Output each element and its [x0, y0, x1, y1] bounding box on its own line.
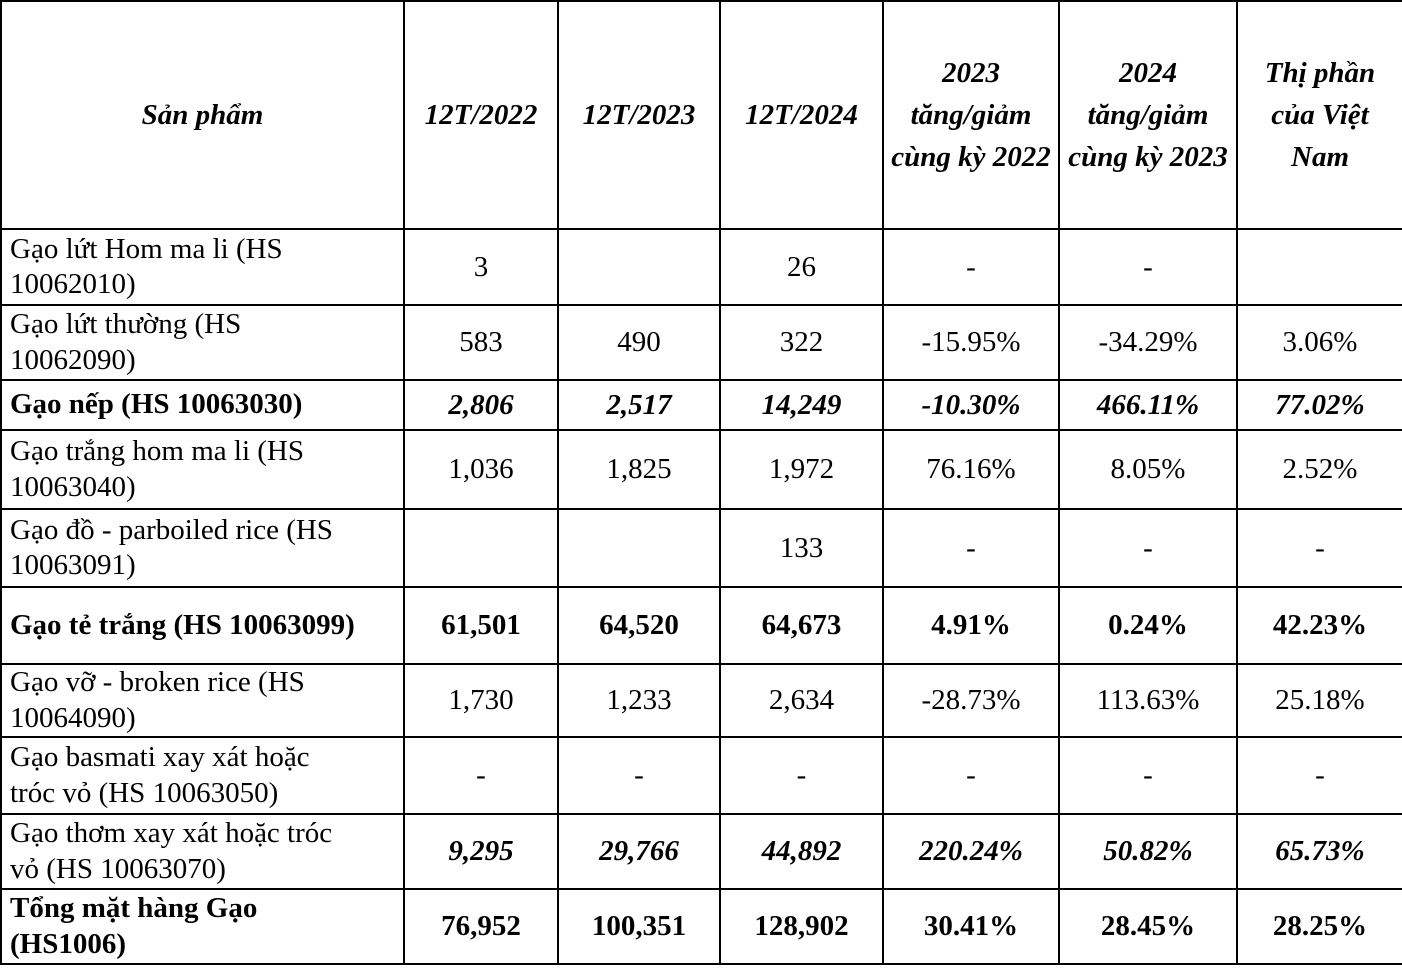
value-cell: 14,249 — [719, 379, 884, 431]
value-cell: 28.25% — [1236, 888, 1402, 965]
table-row: Gạo lứt Hom ma li (HS 10062010) 3 26- - — [0, 228, 1402, 306]
value-cell: 2,806 — [403, 379, 559, 431]
value-cell: 0.24% — [1058, 586, 1238, 665]
value-cell: 76,952 — [403, 888, 559, 965]
table-row: Gạo tẻ trắng (HS 10063099) 61,501 64,520 64… — [0, 586, 1402, 665]
product-cell: Gạo trắng hom ma li (HS 10063040) — [0, 429, 405, 510]
value-cell: 64,520 — [557, 586, 721, 665]
table-row: Gạo nếp (HS 10063030) 2,806 2,517 14,249 -10… — [0, 379, 1402, 431]
value-cell: 322 — [719, 304, 884, 381]
value-cell: - — [1058, 228, 1238, 306]
column-header-product: Sản phẩm — [0, 0, 405, 230]
table-row: Gạo thơm xay xát hoặc tróc vỏ (HS 100630… — [0, 813, 1402, 890]
value-cell: 64,673 — [719, 586, 884, 665]
value-cell: 61,501 — [403, 586, 559, 665]
value-cell: 8.05% — [1058, 429, 1238, 510]
column-header-12t-2024: 12T/2024 — [719, 0, 884, 230]
value-cell: 490 — [557, 304, 721, 381]
value-cell: 1,825 — [557, 429, 721, 510]
value-cell: 3 — [403, 228, 559, 306]
product-cell: Gạo tẻ trắng (HS 10063099) — [0, 586, 405, 665]
value-cell: 3.06% — [1236, 304, 1402, 381]
value-cell: 65.73% — [1236, 813, 1402, 890]
value-cell: 220.24% — [882, 813, 1060, 890]
value-cell — [403, 508, 559, 588]
table-row: Gạo basmati xay xát hoặc tróc vỏ (HS 100… — [0, 736, 1402, 815]
value-cell: - — [1236, 508, 1402, 588]
value-cell: 28.45% — [1058, 888, 1238, 965]
column-header-12t-2022: 12T/2022 — [403, 0, 559, 230]
value-cell: 466.11% — [1058, 379, 1238, 431]
value-cell: - — [1236, 736, 1402, 815]
product-cell: Gạo vỡ - broken rice (HS 10064090) — [0, 663, 405, 738]
value-cell: 1,233 — [557, 663, 721, 738]
product-cell: Gạo thơm xay xát hoặc tróc vỏ (HS 100630… — [0, 813, 405, 890]
value-cell: - — [557, 736, 721, 815]
value-cell: 100,351 — [557, 888, 721, 965]
value-cell: 30.41% — [882, 888, 1060, 965]
product-cell: Gạo basmati xay xát hoặc tróc vỏ (HS 100… — [0, 736, 405, 815]
value-cell: 77.02% — [1236, 379, 1402, 431]
value-cell: - — [882, 508, 1060, 588]
value-cell: 1,730 — [403, 663, 559, 738]
value-cell: 113.63% — [1058, 663, 1238, 738]
table-row: Gạo đồ - parboiled rice (HS 10063091) 133… — [0, 508, 1402, 588]
value-cell: 9,295 — [403, 813, 559, 890]
value-cell: - — [403, 736, 559, 815]
table-row: Gạo lứt thường (HS 10062090) 583 490 322 -15… — [0, 304, 1402, 381]
table-body: Gạo lứt Hom ma li (HS 10062010) 3 26- - Gạo … — [0, 228, 1402, 965]
value-cell: 583 — [403, 304, 559, 381]
column-header-change-2024: 2024 tăng/giảm cùng kỳ 2023 — [1058, 0, 1238, 230]
value-cell: 4.91% — [882, 586, 1060, 665]
value-cell: - — [1058, 508, 1238, 588]
value-cell: 25.18% — [1236, 663, 1402, 738]
value-cell: -28.73% — [882, 663, 1060, 738]
value-cell — [1236, 228, 1402, 306]
value-cell: - — [719, 736, 884, 815]
value-cell: - — [882, 228, 1060, 306]
value-cell: - — [1058, 736, 1238, 815]
table-row: Gạo vỡ - broken rice (HS 10064090) 1,730 1… — [0, 663, 1402, 738]
table-row: Tổng mặt hàng Gạo (HS1006) 76,952 100,351 1… — [0, 888, 1402, 965]
value-cell: 1,972 — [719, 429, 884, 510]
value-cell: 29,766 — [557, 813, 721, 890]
product-cell: Tổng mặt hàng Gạo (HS1006) — [0, 888, 405, 965]
value-cell: 42.23% — [1236, 586, 1402, 665]
value-cell: 50.82% — [1058, 813, 1238, 890]
value-cell: -34.29% — [1058, 304, 1238, 381]
value-cell — [557, 228, 721, 306]
product-cell: Gạo lứt thường (HS 10062090) — [0, 304, 405, 381]
value-cell: 2,517 — [557, 379, 721, 431]
value-cell: - — [882, 736, 1060, 815]
product-cell: Gạo lứt Hom ma li (HS 10062010) — [0, 228, 405, 306]
product-cell: Gạo đồ - parboiled rice (HS 10063091) — [0, 508, 405, 588]
column-header-change-2023: 2023 tăng/giảm cùng kỳ 2022 — [882, 0, 1060, 230]
table-row: Gạo trắng hom ma li (HS 10063040) 1,036 1,… — [0, 429, 1402, 510]
product-cell: Gạo nếp (HS 10063030) — [0, 379, 405, 431]
value-cell: 133 — [719, 508, 884, 588]
column-header-12t-2023: 12T/2023 — [557, 0, 721, 230]
value-cell: 76.16% — [882, 429, 1060, 510]
column-header-market-share: Thị phần của Việt Nam — [1236, 0, 1402, 230]
value-cell: 2,634 — [719, 663, 884, 738]
value-cell: -15.95% — [882, 304, 1060, 381]
value-cell: 44,892 — [719, 813, 884, 890]
header-row: Sản phẩm 12T/2022 12T/2023 12T/2024 2023… — [0, 0, 1402, 230]
value-cell: 1,036 — [403, 429, 559, 510]
value-cell: -10.30% — [882, 379, 1060, 431]
value-cell — [557, 508, 721, 588]
value-cell: 128,902 — [719, 888, 884, 965]
value-cell: 2.52% — [1236, 429, 1402, 510]
value-cell: 26 — [719, 228, 884, 306]
